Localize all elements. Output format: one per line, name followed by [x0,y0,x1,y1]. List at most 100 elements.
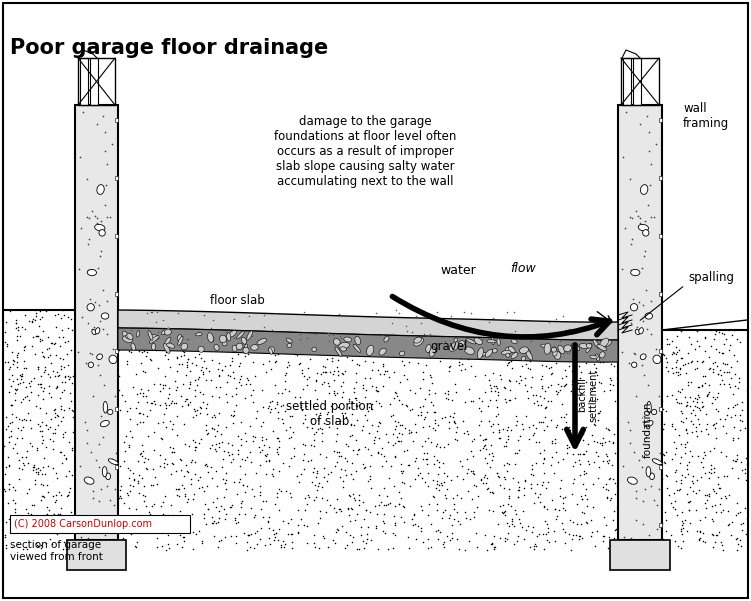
Point [298,464,310,474]
Point [273,389,285,398]
Point [346,505,358,514]
Point [38,352,50,362]
Point [700,424,712,434]
Point [271,488,283,498]
Point [267,525,279,534]
Point [484,395,496,404]
Point [166,458,178,468]
Point [595,379,607,388]
Point [637,300,649,310]
Point [187,528,199,537]
Point [676,407,688,417]
Point [256,385,268,394]
Point [137,452,149,462]
Ellipse shape [564,345,572,352]
Point [479,453,491,463]
Point [257,359,269,369]
Ellipse shape [286,338,292,343]
Bar [659,176,662,180]
Point [656,474,668,484]
Point [296,406,308,415]
Point [597,483,609,492]
Point [728,350,740,359]
Point [348,383,360,393]
Point [512,477,524,487]
Ellipse shape [125,335,131,339]
Point [591,526,603,535]
Point [704,465,716,474]
Point [80,358,92,368]
Point [30,308,42,318]
Point [256,432,268,442]
Point [600,449,612,459]
Point [306,477,318,487]
Point [167,419,179,429]
Point [262,403,274,413]
Point [536,371,548,381]
Point [242,349,254,359]
Point [526,483,538,493]
Point [257,402,269,412]
Ellipse shape [508,346,515,353]
Point [484,386,496,396]
Point [189,442,201,451]
Point [493,334,505,344]
Point [669,450,681,459]
Ellipse shape [525,350,530,355]
Point [410,427,422,437]
Point [312,519,324,528]
Point [283,361,295,370]
Point [499,382,511,392]
Point [691,475,703,485]
Point [466,308,478,318]
Point [491,469,503,478]
Point [517,333,529,343]
Point [597,328,609,338]
Point [11,362,23,371]
Point [469,480,481,490]
Point [34,314,46,324]
Point [523,343,535,353]
Point [424,371,436,380]
Point [297,385,309,394]
Point [707,484,719,494]
Point [314,423,326,433]
Point [593,332,605,342]
Point [56,526,68,536]
Point [205,462,217,472]
Point [545,460,557,470]
Point [388,368,400,377]
Point [11,433,23,443]
Point [94,370,106,380]
Point [709,329,721,339]
Point [50,350,62,360]
Point [591,370,603,379]
Point [407,345,419,355]
Point [590,448,602,457]
Point [735,457,747,467]
Point [487,451,499,461]
Point [632,322,644,332]
Point [286,537,298,546]
Point [8,482,20,492]
Point [463,385,475,394]
Point [669,467,681,477]
Point [333,355,345,365]
Point [433,329,445,338]
Point [277,516,289,526]
Point [425,397,437,407]
Point [352,500,364,510]
Point [292,505,304,515]
Ellipse shape [651,409,657,415]
Text: section of garage
viewed from front: section of garage viewed from front [10,540,103,561]
Point [638,251,650,261]
Point [219,478,231,487]
Point [428,344,440,353]
Point [170,430,182,440]
Point [8,498,20,507]
Point [501,360,513,370]
Point [119,446,131,456]
Ellipse shape [600,338,608,347]
Point [210,502,222,511]
Point [169,376,181,386]
